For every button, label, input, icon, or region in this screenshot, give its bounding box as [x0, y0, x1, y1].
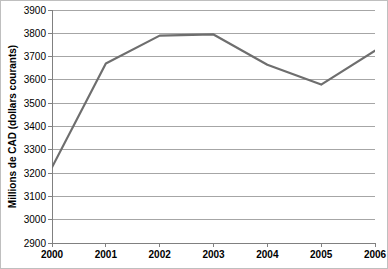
chart-container: 2900 3000 3100 3200 3300 3400 3500 3600 3700 3800… [0, 0, 388, 269]
y-tick [48, 103, 52, 104]
y-tick-label: 3600 [24, 74, 47, 85]
y-tick [48, 126, 52, 127]
grid-line [52, 196, 375, 197]
grid-line [52, 56, 375, 57]
x-tick [321, 243, 322, 247]
y-tick [48, 33, 52, 34]
x-tick-label: 2002 [149, 249, 172, 260]
y-tick-label: 3500 [24, 98, 47, 109]
x-tick-label: 2003 [202, 249, 225, 260]
grid-line [52, 103, 375, 104]
x-tick [375, 243, 376, 247]
y-tick [48, 56, 52, 57]
y-tick-label: 3700 [24, 51, 47, 62]
grid-line [52, 149, 375, 150]
x-tick-label: 2004 [256, 249, 279, 260]
x-tick-label: 2005 [310, 249, 333, 260]
y-tick-label: 3400 [24, 121, 47, 132]
y-tick [48, 149, 52, 150]
chart-svg: 2900 3000 3100 3200 3300 3400 3500 3600 3700 3800… [0, 0, 388, 269]
plot-area [52, 34, 375, 167]
y-tick [48, 10, 52, 11]
y-tick [48, 79, 52, 80]
y-tick-label: 3300 [24, 144, 47, 155]
y-tick [48, 243, 52, 244]
grid-line [52, 10, 375, 11]
x-tick [213, 243, 214, 247]
chart-frame [1, 1, 388, 269]
x-tick [159, 243, 160, 247]
y-tick-label: 2900 [24, 238, 47, 249]
x-tick [52, 243, 53, 247]
data-line [52, 34, 375, 167]
y-tick-label: 3800 [24, 28, 47, 39]
y-tick [48, 173, 52, 174]
y-tick-label: 3200 [24, 168, 47, 179]
x-tick [267, 243, 268, 247]
x-tick-label: 2001 [95, 249, 118, 260]
grid-line [52, 173, 375, 174]
x-tick-label: 2000 [41, 249, 64, 260]
y-tick-label: 3100 [24, 191, 47, 202]
y-tick-label: 3900 [24, 5, 47, 16]
y-tick [48, 196, 52, 197]
y-axis [52, 10, 53, 243]
x-tick [105, 243, 106, 247]
y-axis-label: Millions de CAD (dollars courants) [7, 45, 18, 208]
y-tick [48, 219, 52, 220]
x-tick-label: 2006 [364, 249, 387, 260]
grid-line [52, 219, 375, 220]
grid-line [52, 126, 375, 127]
y-tick-label: 3000 [24, 214, 47, 225]
